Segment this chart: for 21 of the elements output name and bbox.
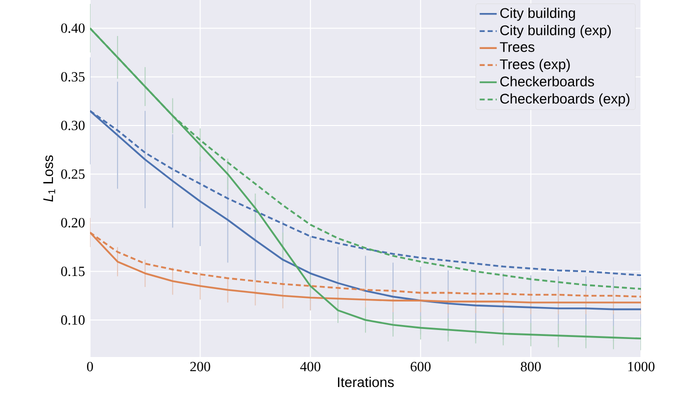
y-tick-label: 0.40: [61, 23, 85, 33]
y-tick-label: 0.15: [61, 266, 85, 276]
x-tick-label: 0: [87, 362, 93, 372]
y-tick-label: 0.25: [61, 169, 85, 179]
y-axis-title: L$_{1}$ Loss: [43, 155, 56, 202]
legend-label: Checkerboards: [500, 76, 594, 86]
x-tick-label: 600: [410, 362, 431, 372]
legend-label: City building: [500, 8, 575, 21]
x-axis-title: Iterations: [338, 376, 394, 388]
x-tick-label: 400: [300, 362, 320, 372]
legend-label: City building (exp): [500, 24, 611, 38]
y-tick-label: 0.20: [61, 218, 85, 228]
legend-label: Checkerboards (exp): [500, 93, 630, 106]
x-tick-label: 1000: [628, 362, 654, 372]
y-tick-label: 0.10: [61, 315, 85, 325]
legend-label: Trees: [500, 42, 534, 52]
legend-label: Trees (exp): [500, 58, 570, 72]
x-tick-label: 800: [520, 362, 541, 372]
y-tick-label: 0.30: [61, 120, 85, 130]
x-tick-label: 200: [190, 362, 210, 372]
y-tick-label: 0.35: [61, 72, 85, 82]
